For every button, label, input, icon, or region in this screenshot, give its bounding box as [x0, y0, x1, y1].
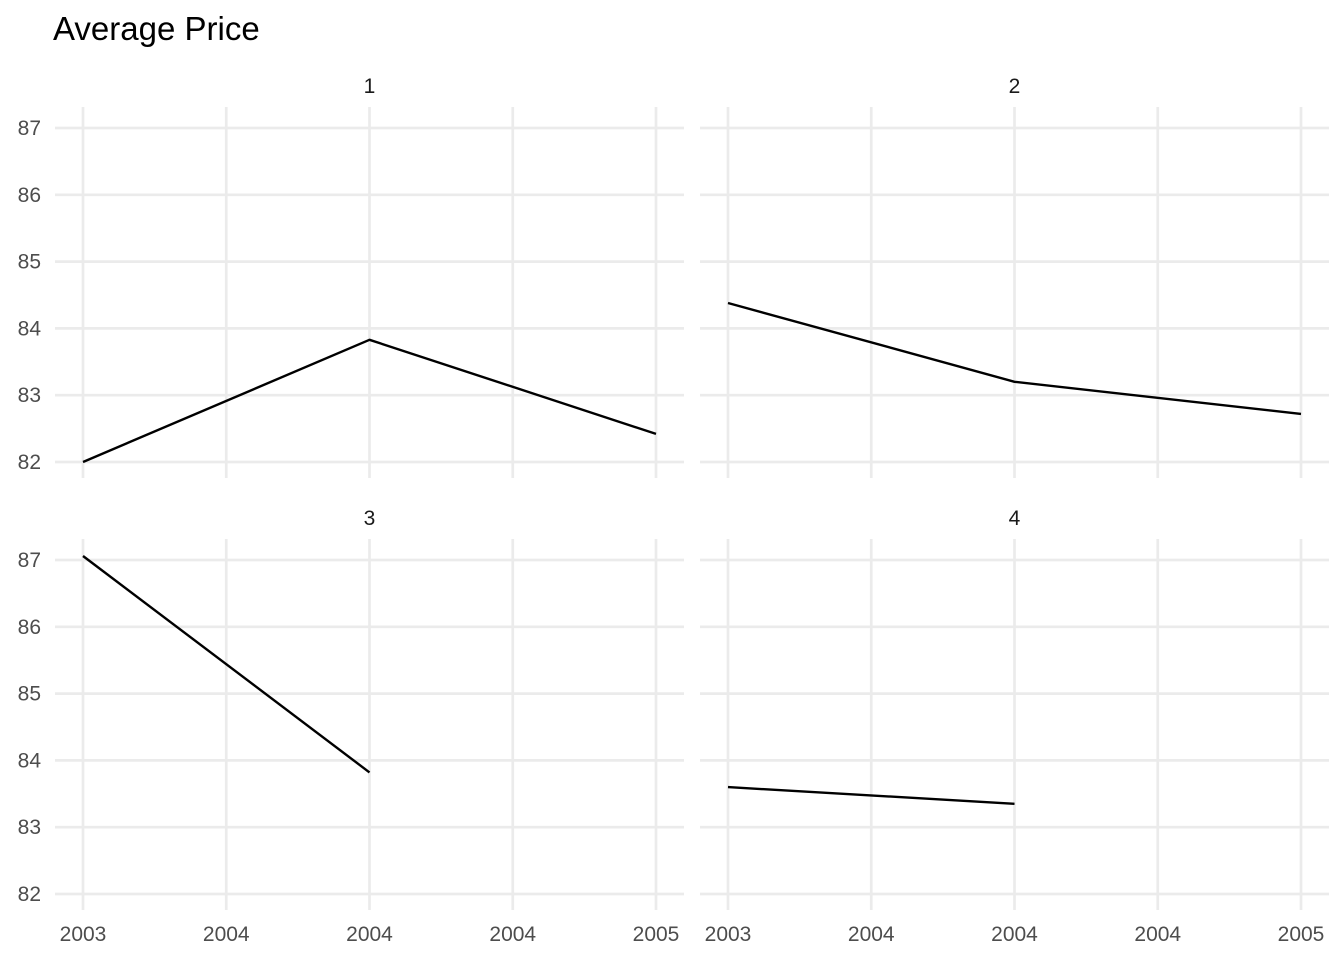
x-tick-label: 2004 — [848, 923, 895, 946]
x-tick-label: 2005 — [633, 923, 680, 946]
x-tick-label: 2003 — [60, 923, 107, 946]
y-tick-label: 87 — [18, 117, 41, 140]
x-tick-label: 2004 — [991, 923, 1038, 946]
x-tick-label: 2004 — [203, 923, 250, 946]
panel-label: 4 — [1009, 507, 1021, 530]
y-tick-label: 82 — [18, 451, 41, 474]
y-tick-label: 85 — [18, 683, 41, 706]
panel-3: 3 82 83 84 85 86 87 2003 2004 2004 2004 2005 — [18, 507, 684, 946]
y-tick-label: 84 — [18, 317, 42, 340]
x-tick-label: 2003 — [705, 923, 752, 946]
y-tick-label: 86 — [18, 616, 41, 639]
panels-group: 1 82 83 84 85 86 87 2 3 82 83 84 85 86 87 2003 2004 2004 2… — [18, 75, 1329, 946]
panel-1: 1 82 83 84 85 86 87 — [18, 75, 684, 478]
y-tick-label: 87 — [18, 549, 41, 572]
y-tick-label: 83 — [18, 384, 41, 407]
x-tick-label: 2004 — [489, 923, 536, 946]
panel-label: 2 — [1009, 75, 1021, 98]
panel-2: 2 — [700, 75, 1329, 478]
x-tick-label: 2004 — [1134, 923, 1181, 946]
y-tick-label: 84 — [18, 749, 42, 772]
y-tick-label: 82 — [18, 883, 41, 906]
panel-label: 3 — [364, 507, 376, 530]
y-tick-label: 83 — [18, 816, 41, 839]
y-tick-label: 86 — [18, 184, 41, 207]
y-tick-label: 85 — [18, 251, 41, 274]
panel-4: 4 2003 2004 2004 2004 2005 — [700, 507, 1329, 946]
x-tick-label: 2004 — [346, 923, 393, 946]
panel-label: 1 — [364, 75, 376, 98]
x-tick-label: 2005 — [1278, 923, 1325, 946]
chart-title: Average Price — [53, 10, 260, 47]
